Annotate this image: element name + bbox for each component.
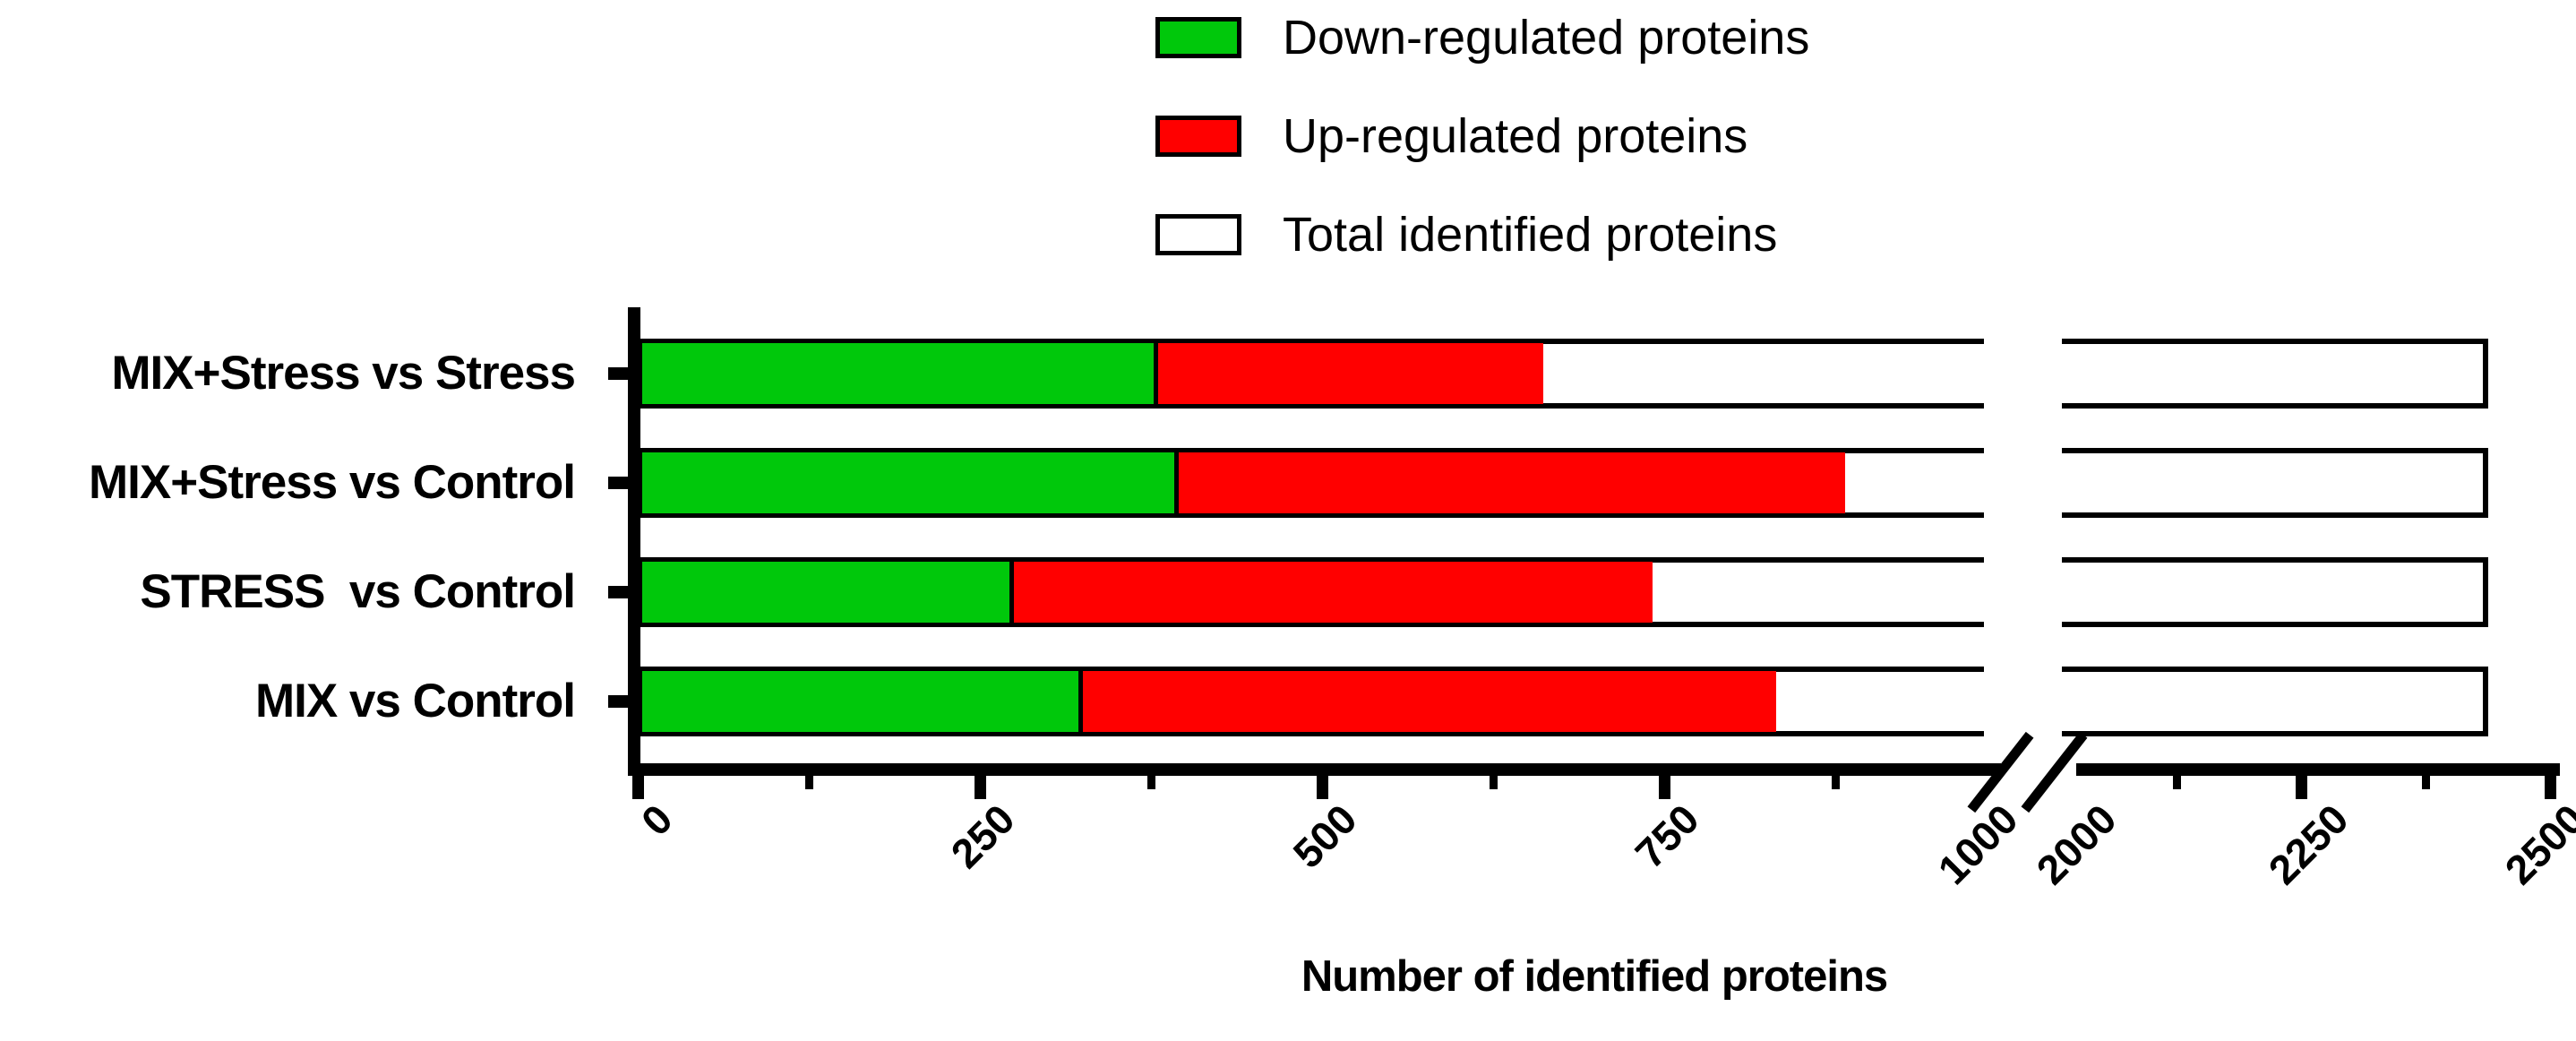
legend: Down-regulated proteins Up-regulated pro… bbox=[1155, 9, 1809, 305]
legend-item-total: Total identified proteins bbox=[1155, 206, 1809, 263]
bar-segment-total-right bbox=[2062, 339, 2488, 409]
bar-segment-up bbox=[1078, 667, 1781, 736]
x-tick-minor bbox=[2422, 774, 2430, 789]
bar-segment-up bbox=[1009, 557, 1657, 627]
x-axis-line-left bbox=[628, 763, 2001, 776]
y-axis-line bbox=[628, 307, 640, 776]
bar-segment-total-right bbox=[2062, 448, 2488, 518]
bar-segment-up bbox=[1154, 339, 1548, 409]
legend-item-up: Up-regulated proteins bbox=[1155, 108, 1809, 165]
bar-segment-total-left bbox=[1776, 667, 1984, 736]
category-label: MIX+Stress vs Stress bbox=[111, 347, 576, 400]
category-label: STRESS vs Control bbox=[140, 565, 576, 618]
x-tick-major bbox=[2545, 774, 2556, 799]
x-tick-major bbox=[2296, 774, 2307, 799]
y-axis-tick bbox=[608, 695, 630, 708]
bar-segment-total-left bbox=[1845, 448, 1984, 518]
legend-swatch-total-icon bbox=[1155, 214, 1241, 255]
bar-segment-total-left bbox=[1653, 557, 1984, 627]
x-tick-minor bbox=[1147, 774, 1155, 789]
legend-label-up: Up-regulated proteins bbox=[1283, 109, 1748, 163]
y-axis-tick bbox=[608, 477, 630, 489]
x-tick-major bbox=[975, 774, 986, 799]
bar-segment-total-right bbox=[2062, 667, 2488, 736]
x-tick-minor bbox=[1490, 774, 1498, 789]
legend-label-down: Down-regulated proteins bbox=[1283, 11, 1810, 65]
x-tick-major bbox=[1317, 774, 1328, 799]
x-tick-major bbox=[632, 774, 644, 799]
x-axis-title: Number of identified proteins bbox=[1301, 952, 1888, 1001]
x-axis-line-right bbox=[2076, 763, 2560, 776]
legend-swatch-down-icon bbox=[1155, 17, 1241, 58]
bar-segment-down bbox=[638, 667, 1083, 736]
bar-segment-up bbox=[1174, 448, 1850, 518]
category-label: MIX vs Control bbox=[254, 675, 576, 727]
legend-label-total: Total identified proteins bbox=[1283, 208, 1778, 262]
legend-swatch-up-icon bbox=[1155, 116, 1241, 157]
bar-segment-down bbox=[638, 339, 1158, 409]
bar-segment-total-left bbox=[1543, 339, 1984, 409]
y-axis-tick bbox=[608, 586, 630, 598]
category-label: MIX+Stress vs Control bbox=[88, 456, 576, 509]
x-tick-minor bbox=[1832, 774, 1840, 789]
legend-item-down: Down-regulated proteins bbox=[1155, 9, 1809, 66]
y-axis-tick bbox=[608, 367, 630, 380]
bar-segment-down bbox=[638, 557, 1014, 627]
x-tick-major bbox=[1659, 774, 1670, 799]
x-tick-minor bbox=[805, 774, 813, 789]
bar-segment-down bbox=[638, 448, 1179, 518]
x-tick-minor bbox=[2173, 774, 2181, 789]
bar-segment-total-right bbox=[2062, 557, 2488, 627]
